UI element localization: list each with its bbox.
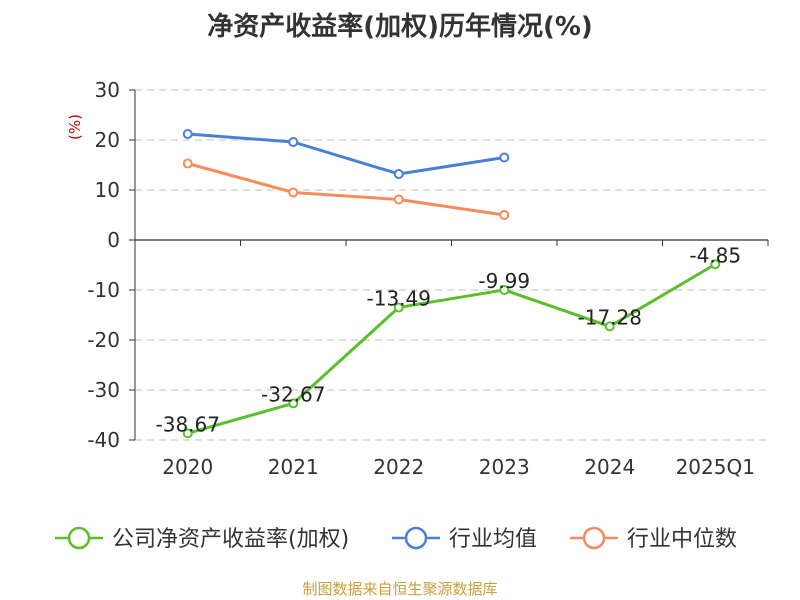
y-tick-label: -20 (87, 328, 120, 352)
data-point (499, 284, 510, 295)
legend-label: 行业中位数 (627, 527, 737, 552)
axes: 30 20 10 0 -10 -20 -30 -40 2020 2021 2022 2023 2024 2… (66, 78, 769, 479)
legend: 公司净资产收益率(加权) 行业均值 行业中位数 (55, 526, 737, 552)
y-tick-label: -40 (87, 428, 120, 452)
data-point (393, 302, 404, 313)
legend-marker (404, 526, 428, 550)
x-tick-label: 2023 (479, 455, 530, 479)
series-line (186, 262, 717, 435)
data-label: -4.85 (689, 243, 741, 267)
data-point (288, 398, 299, 409)
data-point (288, 187, 299, 198)
data-label: -9.99 (478, 269, 530, 293)
data-point (393, 169, 404, 179)
data-label: -38.67 (156, 412, 220, 436)
legend-marker (67, 526, 91, 550)
legend-item: 公司净资产收益率(加权) (55, 526, 349, 552)
legend-marker (582, 526, 606, 550)
y-tick-label: 0 (107, 228, 120, 252)
y-tick-label: -10 (87, 278, 120, 302)
data-point (393, 194, 404, 205)
data-point (604, 321, 615, 332)
x-tick-label: 2022 (373, 455, 424, 479)
grid-lines (135, 89, 768, 441)
source-note: 制图数据来自恒生聚源数据库 (302, 580, 498, 598)
y-tick-label: 10 (95, 178, 120, 202)
data-point (182, 428, 193, 439)
data-label: -13.49 (367, 286, 431, 310)
x-tick-label: 2020 (162, 455, 213, 479)
data-point (182, 129, 193, 139)
y-tick-label: 30 (95, 78, 120, 102)
x-tick-label: 2025Q1 (676, 455, 755, 479)
y-axis-unit-label: (%) (66, 114, 84, 140)
data-point (182, 158, 193, 169)
data-labels: -38.67 -32.67 -13.49 -9.99 -17.28 -4.85 (156, 243, 742, 436)
series-line (186, 162, 506, 217)
legend-label: 公司净资产收益率(加权) (112, 527, 349, 552)
legend-item: 行业中位数 (570, 526, 737, 552)
chart-title: 净资产收益率(加权)历年情况(%) (207, 12, 593, 42)
data-point (288, 137, 299, 147)
data-point (499, 210, 510, 220)
y-tick-label: -30 (87, 378, 120, 402)
data-label: -32.67 (261, 382, 325, 406)
legend-item: 行业均值 (392, 526, 537, 552)
x-tick-label: 2021 (268, 455, 319, 479)
y-tick-label: 20 (95, 128, 120, 152)
data-point (499, 152, 510, 163)
x-tick-label: 2024 (584, 455, 635, 479)
series-lines (182, 129, 721, 439)
data-label: -17.28 (578, 305, 642, 329)
series-line (186, 132, 506, 176)
data-point (710, 259, 721, 270)
legend-label: 行业均值 (449, 527, 537, 552)
